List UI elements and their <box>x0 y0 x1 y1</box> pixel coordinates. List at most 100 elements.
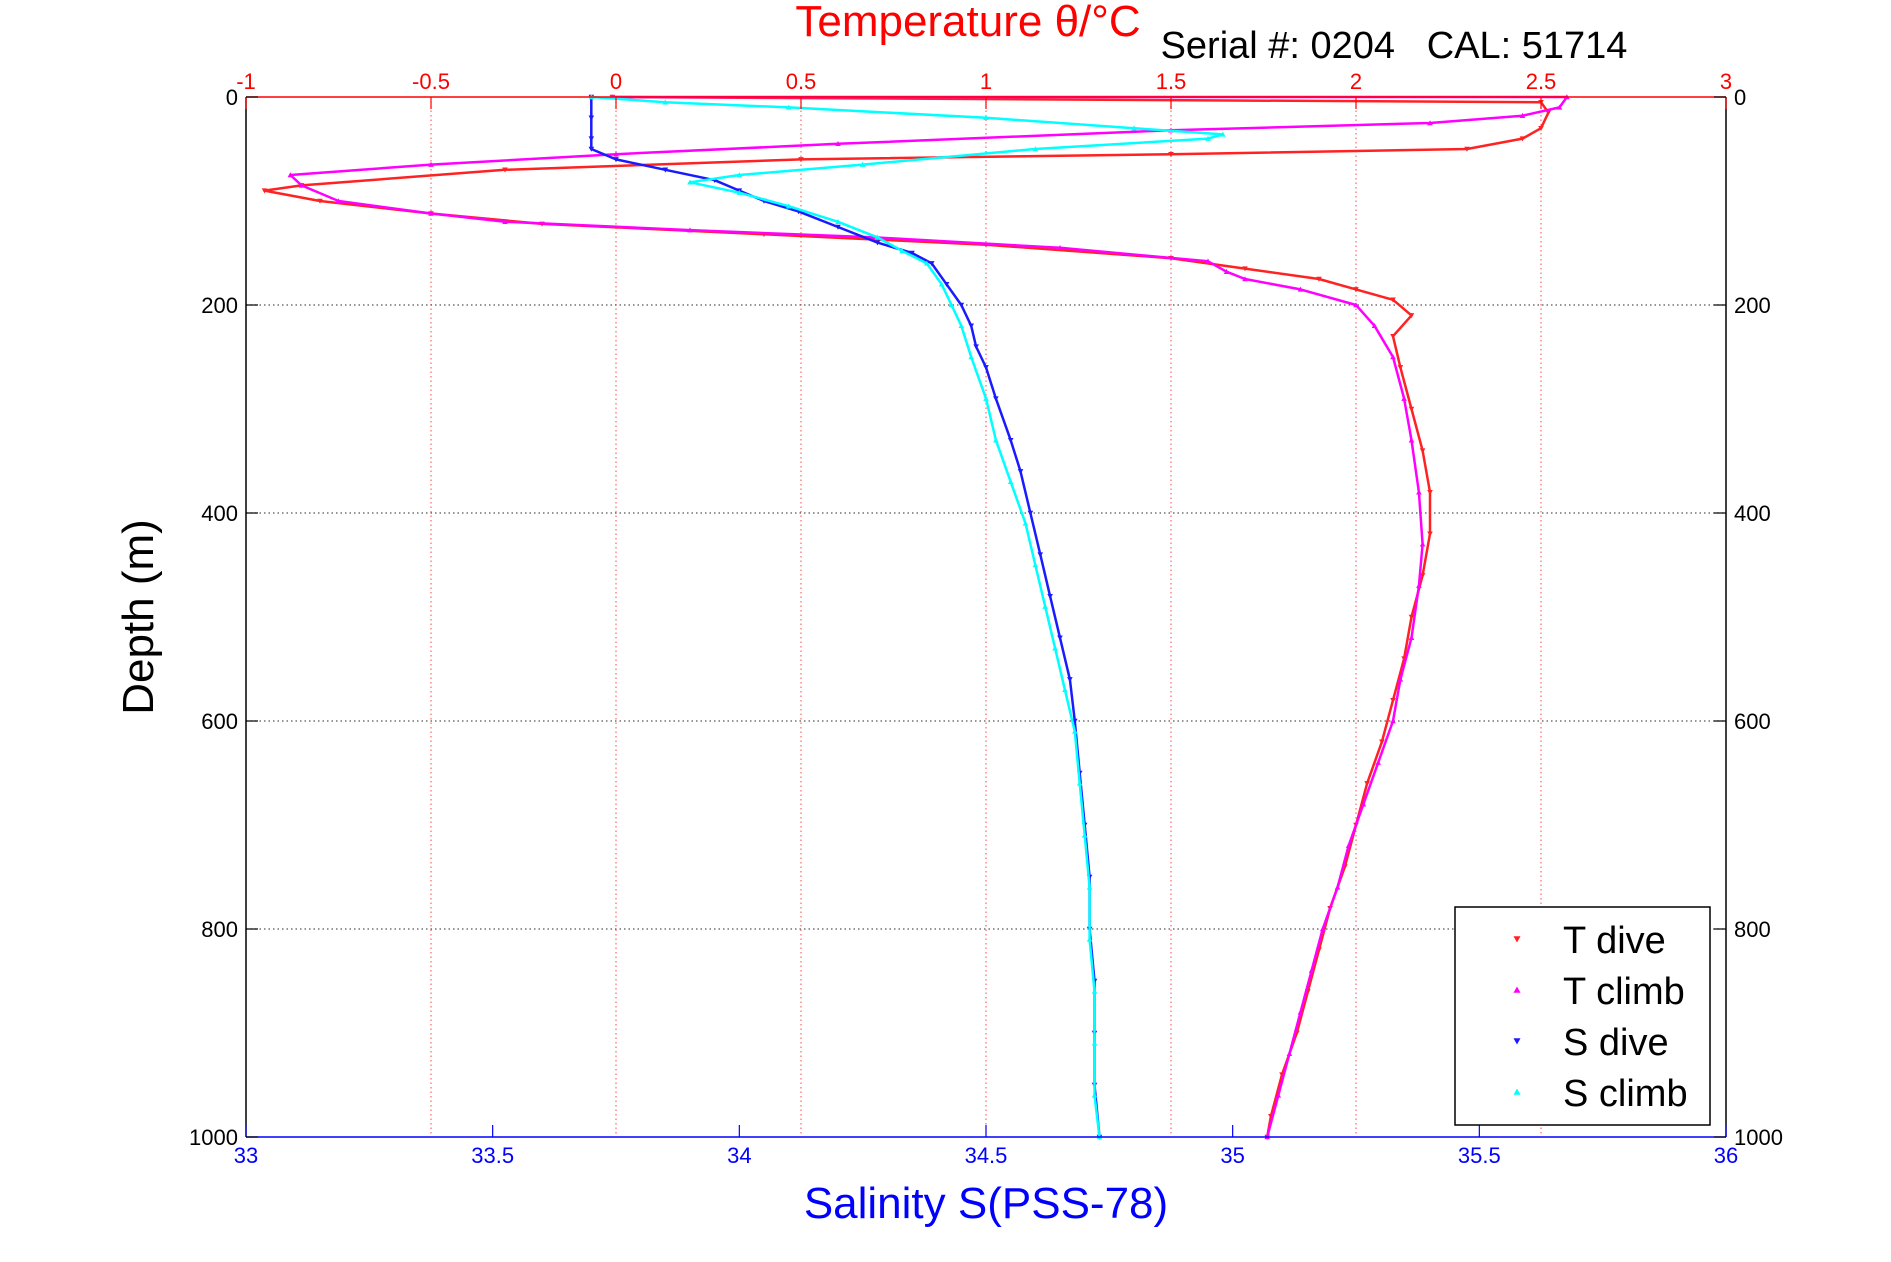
left-tick-label: 1000 <box>189 1125 238 1150</box>
right-tick-label: 200 <box>1734 293 1771 318</box>
data-point-s-dive <box>943 281 950 287</box>
bottom-tick-label: 35.5 <box>1458 1143 1501 1168</box>
data-point-t-dive <box>1408 406 1415 412</box>
data-point-s-dive <box>1067 677 1073 683</box>
data-point-t-dive <box>1408 614 1415 620</box>
data-layer <box>261 94 1570 1140</box>
data-point-s-climb <box>785 203 792 209</box>
data-point-s-climb <box>662 99 669 105</box>
data-point-t-dive <box>1364 781 1370 787</box>
data-point-s-climb <box>1042 603 1048 609</box>
data-point-s-climb <box>1131 125 1137 131</box>
data-point-t-climb <box>1308 967 1315 973</box>
bottom-tick-label: 33.5 <box>471 1143 514 1168</box>
left-tick-label: 0 <box>226 85 238 110</box>
data-point-t-climb <box>287 172 294 178</box>
bottom-tick-label: 33 <box>234 1143 258 1168</box>
data-point-s-dive <box>909 250 915 256</box>
data-point-t-climb <box>1297 1009 1304 1015</box>
data-point-t-climb <box>1427 120 1433 126</box>
series-line-s-climb <box>591 95 1225 1138</box>
data-point-t-dive <box>1408 313 1415 319</box>
top-tick-label: -0.5 <box>412 69 450 94</box>
data-point-s-dive <box>588 136 595 142</box>
data-point-t-dive <box>1390 333 1396 339</box>
data-point-t-climb <box>1297 286 1304 292</box>
left-tick-label: 800 <box>201 917 238 942</box>
data-point-s-climb <box>1086 884 1093 890</box>
data-point-t-dive <box>1427 489 1433 495</box>
left-tick-label: 400 <box>201 501 238 526</box>
data-point-t-climb <box>687 227 693 233</box>
x-axis-label: Salinity S(PSS-78) <box>804 1179 1168 1228</box>
data-point-t-climb <box>1390 354 1396 360</box>
data-point-s-dive <box>928 261 935 267</box>
data-point-t-dive <box>1419 448 1426 454</box>
data-point-t-dive <box>1419 573 1426 579</box>
data-point-t-climb <box>1275 1092 1282 1098</box>
left-tick-label: 200 <box>201 293 238 318</box>
data-point-t-climb <box>428 161 434 167</box>
data-point-t-dive <box>798 157 804 163</box>
data-point-s-climb <box>938 281 945 287</box>
data-point-s-dive <box>958 302 965 308</box>
legend-label-t-climb: T climb <box>1563 971 1685 1013</box>
legend-label-s-dive: S dive <box>1563 1022 1669 1064</box>
data-point-t-dive <box>1545 110 1552 116</box>
data-point-t-climb <box>1242 276 1248 282</box>
y-axis-label: Depth (m) <box>114 519 163 715</box>
data-point-t-climb <box>1408 437 1415 443</box>
data-point-t-dive <box>1464 146 1470 152</box>
data-point-s-dive <box>1027 510 1034 516</box>
data-point-t-dive <box>502 167 508 173</box>
data-point-s-climb <box>859 161 866 167</box>
data-point-s-climb <box>835 219 841 225</box>
legend-marker-s-dive <box>1513 1038 1521 1045</box>
data-point-t-dive <box>1390 297 1396 303</box>
bottom-tick-label: 34.5 <box>965 1143 1008 1168</box>
data-point-t-climb <box>1397 676 1404 682</box>
labels: Temperature θ/°C Serial #: 0204 CAL: 517… <box>114 0 1627 1228</box>
data-point-t-dive <box>1538 125 1544 131</box>
data-point-t-climb <box>1416 583 1422 589</box>
data-point-t-climb <box>1223 268 1230 274</box>
data-point-t-climb <box>1408 635 1415 641</box>
data-point-t-dive <box>317 198 323 204</box>
data-point-s-dive <box>588 146 595 152</box>
legend-label-t-dive: T dive <box>1563 920 1666 962</box>
top-tick-label: -1 <box>236 69 256 94</box>
data-point-s-dive <box>874 240 881 246</box>
data-point-s-dive <box>588 115 595 121</box>
top-tick-label: 0 <box>610 69 622 94</box>
data-point-s-climb <box>874 234 881 240</box>
data-point-s-climb <box>1220 131 1226 137</box>
data-point-s-climb <box>958 323 965 329</box>
left-tick-label: 600 <box>201 709 238 734</box>
data-point-s-climb <box>948 302 955 308</box>
data-point-s-climb <box>1091 1040 1098 1046</box>
data-point-s-climb <box>1081 832 1088 838</box>
data-point-t-dive <box>1242 266 1248 272</box>
legend-marker-t-dive <box>1513 936 1521 943</box>
data-point-t-climb <box>835 141 841 147</box>
axes: -1 -0.5 0 0.5 1 1.5 2 2.5 333 33.5 34 34.5 35 35.5 360… <box>189 69 1783 1168</box>
legend-marker-t-climb <box>1513 986 1521 993</box>
data-point-t-climb <box>1375 759 1381 765</box>
data-point-t-climb <box>1416 489 1422 495</box>
right-tick-label: 800 <box>1734 917 1771 942</box>
right-tick-label: 1000 <box>1734 1125 1783 1150</box>
top-tick-label: 0.5 <box>786 69 817 94</box>
data-point-s-dive <box>1037 552 1044 558</box>
top-tick-label: 2 <box>1350 69 1362 94</box>
data-point-s-climb <box>785 104 792 110</box>
top-tick-label: 1.5 <box>1156 69 1187 94</box>
data-point-t-dive <box>1168 151 1174 157</box>
top-tick-label: 3 <box>1720 69 1732 94</box>
data-point-t-climb <box>1360 801 1367 807</box>
data-point-t-dive <box>261 188 268 194</box>
chart-subtitle: Serial #: 0204 CAL: 51714 <box>1161 25 1628 67</box>
series-t-climb <box>287 94 1570 1140</box>
data-point-t-climb <box>1205 258 1211 264</box>
data-point-s-climb <box>924 260 930 266</box>
data-point-t-climb <box>1519 112 1526 118</box>
